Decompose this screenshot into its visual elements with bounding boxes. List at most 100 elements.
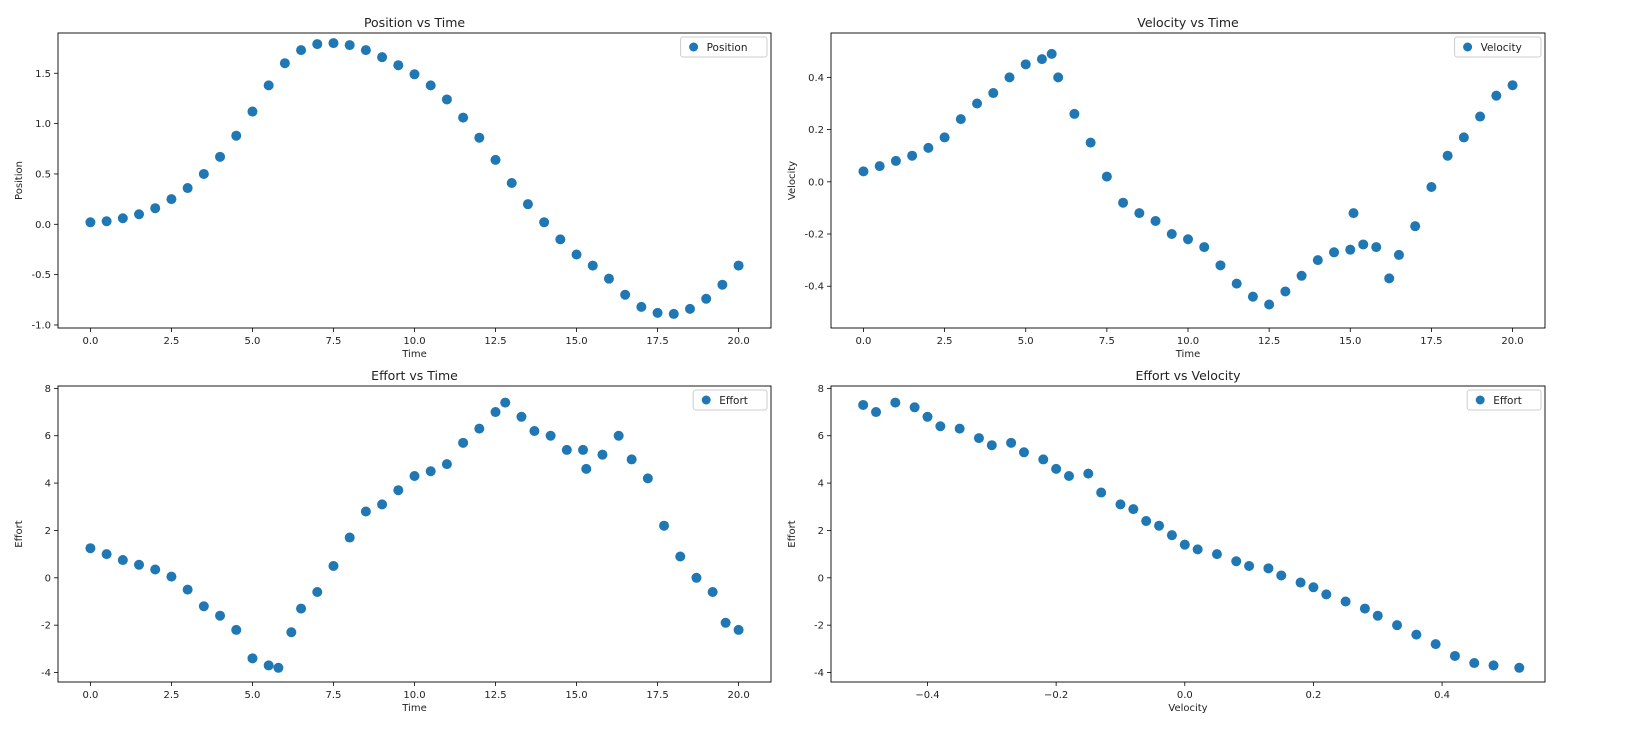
data-point — [1101, 171, 1112, 182]
data-point — [425, 466, 436, 477]
data-point — [871, 407, 882, 418]
data-point — [166, 571, 177, 582]
plot-frame — [830, 32, 1546, 329]
data-point — [1475, 111, 1486, 122]
data-point — [1006, 437, 1017, 448]
data-point — [1064, 470, 1074, 481]
data-point — [1340, 596, 1351, 607]
data-point — [858, 399, 869, 410]
data-point — [973, 433, 984, 444]
data-point — [720, 617, 731, 628]
legend-box — [1454, 36, 1542, 58]
x-tick-label: 20.0 — [727, 336, 749, 347]
data-point — [1085, 137, 1096, 148]
data-point — [1469, 658, 1480, 669]
x-tick-label: 20.0 — [1501, 336, 1523, 347]
data-point — [516, 411, 527, 422]
x-tick-label: 0.0 — [82, 336, 98, 347]
data-point — [441, 459, 452, 470]
data-point — [1384, 273, 1395, 284]
plot-frame — [57, 32, 772, 329]
data-point — [581, 463, 592, 474]
data-point — [1280, 286, 1291, 297]
data-point — [1393, 249, 1404, 260]
y-tick-label: 0 — [45, 573, 51, 584]
legend-label: Velocity — [1481, 42, 1522, 54]
x-tick-label: 15.0 — [565, 690, 587, 701]
legend-box — [680, 36, 768, 58]
data-point — [85, 217, 96, 228]
data-point — [1358, 239, 1369, 250]
data-point — [150, 203, 161, 214]
data-point — [1308, 582, 1319, 593]
x-axis-label: Time — [401, 349, 426, 360]
data-point — [296, 603, 307, 614]
x-tick-label: 10.0 — [403, 690, 425, 701]
x-tick-label: −0.4 — [915, 690, 939, 701]
legend: Velocity — [1454, 36, 1542, 58]
legend: Effort — [692, 389, 768, 411]
y-axis-label: Position — [14, 161, 25, 200]
data-point — [101, 549, 112, 560]
data-point — [1392, 620, 1403, 631]
legend-label: Position — [707, 42, 748, 54]
x-tick-label: 12.5 — [484, 690, 506, 701]
data-point — [474, 132, 485, 143]
data-point — [626, 454, 637, 465]
data-point — [1371, 242, 1382, 253]
data-point — [659, 520, 670, 531]
x-tick-label: 0.0 — [1177, 690, 1193, 701]
data-point — [954, 423, 965, 434]
y-tick-label: 2 — [818, 526, 824, 537]
x-tick-label: 17.5 — [646, 690, 668, 701]
data-point — [182, 584, 193, 595]
data-point — [198, 601, 209, 612]
x-tick-label: 5.0 — [245, 690, 261, 701]
y-tick-label: -4 — [814, 668, 824, 679]
data-point — [500, 397, 511, 408]
data-point — [1348, 208, 1359, 219]
data-point — [117, 213, 128, 224]
data-point — [858, 166, 869, 177]
data-point — [1410, 221, 1421, 232]
data-point — [972, 98, 983, 109]
data-point — [717, 279, 728, 290]
data-point — [117, 555, 128, 566]
x-tick-label: 0.0 — [82, 690, 98, 701]
data-point — [182, 183, 193, 194]
data-point — [1179, 539, 1190, 550]
data-point — [1488, 660, 1499, 671]
data-point — [874, 161, 885, 172]
data-point — [1231, 556, 1242, 567]
data-point — [1263, 563, 1274, 574]
data-point — [939, 132, 950, 143]
data-point — [377, 499, 388, 510]
data-point — [603, 273, 614, 284]
data-point — [1053, 72, 1064, 83]
data-point — [134, 559, 145, 570]
y-tick-label: 8 — [818, 384, 824, 395]
data-point — [1183, 234, 1193, 245]
data-point — [263, 80, 274, 91]
x-tick-label: 0.2 — [1305, 690, 1321, 701]
data-point — [668, 308, 679, 319]
chart-title: Velocity vs Time — [1137, 15, 1239, 30]
data-point — [166, 194, 177, 205]
x-tick-label: 10.0 — [1177, 336, 1199, 347]
data-point — [1442, 150, 1453, 161]
chart-panel-2: Velocity vs Time 0.0 2.5 5.0 7.5 10.0 12.5 15.0… — [787, 15, 1546, 360]
data-point — [360, 45, 371, 56]
data-point — [279, 58, 290, 69]
data-point — [1046, 48, 1057, 59]
data-point — [377, 52, 388, 63]
data-point — [1199, 242, 1210, 253]
data-point — [571, 249, 582, 260]
data-point — [1036, 54, 1047, 65]
data-point — [1329, 247, 1340, 258]
data-point — [458, 112, 469, 123]
data-point — [1069, 108, 1080, 119]
legend-box — [692, 389, 768, 411]
data-point — [1020, 59, 1031, 70]
data-point — [1134, 208, 1145, 219]
